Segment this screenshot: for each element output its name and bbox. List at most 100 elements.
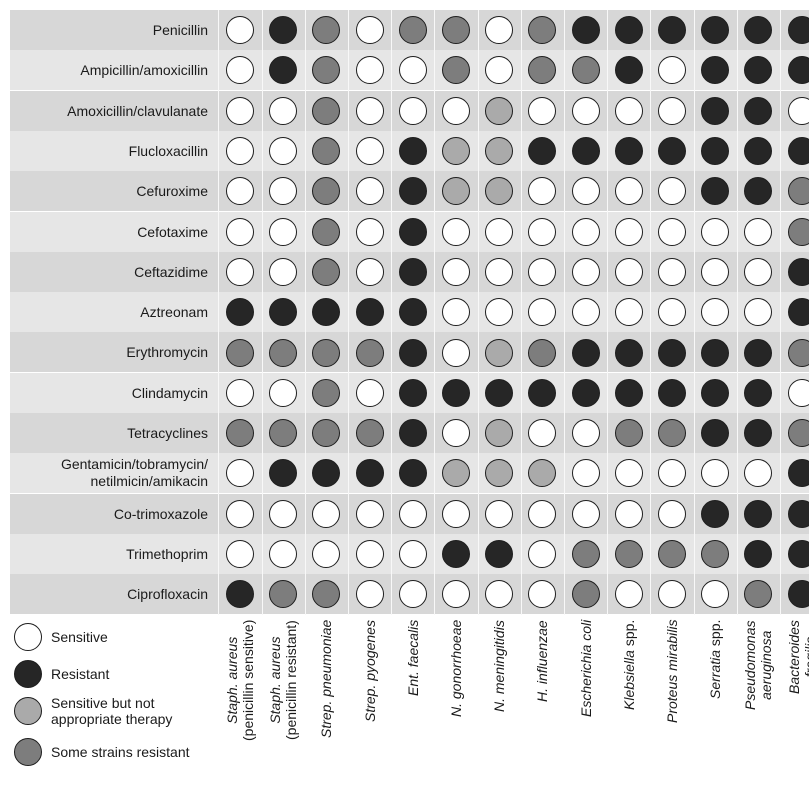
column-label-line: aeruginosa <box>758 620 774 710</box>
sensitivity-cell <box>658 56 686 85</box>
sensitivity-cell <box>744 298 773 327</box>
sensitivity-cell <box>312 217 341 246</box>
sensitivity-cell <box>485 298 514 327</box>
column-label-suffix: spp. <box>620 619 637 651</box>
row-label: Tetracyclines <box>127 425 208 441</box>
sensitivity-cell <box>442 217 470 246</box>
column-label: Staph. aureus (penicillin sensitive) <box>224 620 256 741</box>
sensitivity-cell <box>528 96 557 125</box>
sensitivity-cell <box>744 499 773 528</box>
column-separator <box>391 10 392 615</box>
row-label-line: Gentamicin/tobramycin/ <box>60 456 208 473</box>
column-label-text: Staph. aureus <box>224 636 240 724</box>
column-separator <box>607 10 608 615</box>
sensitivity-cell <box>226 580 254 609</box>
sensitivity-cell <box>398 56 427 85</box>
column-label-line: Pseudomonas <box>742 620 758 710</box>
sensitivity-cell <box>355 56 384 85</box>
sensitivity-cell <box>787 338 809 367</box>
sensitivity-cell <box>528 459 557 488</box>
sensitivity-cell <box>528 16 557 45</box>
sensitivity-cell <box>744 459 773 488</box>
sensitivity-cell <box>485 177 514 206</box>
sensitivity-cell <box>398 137 427 166</box>
sensitivity-cell <box>355 16 384 45</box>
row-label: Amoxicillin/clavulanate <box>67 102 208 119</box>
sensitivity-cell <box>485 56 514 85</box>
sensitivity-cell <box>355 459 384 488</box>
sensitivity-cell <box>658 499 686 528</box>
row-label: Gentamicin/tobramycin/netilmicin/amikaci… <box>10 453 208 493</box>
sensitivity-cell <box>485 16 514 45</box>
sensitivity-cell <box>442 177 470 206</box>
sensitivity-cell <box>485 257 514 286</box>
sensitivity-cell <box>269 419 298 448</box>
column-separator <box>434 10 435 615</box>
sensitivity-cell <box>571 499 600 528</box>
sensitivity-cell <box>398 338 427 367</box>
sensitivity-cell <box>442 96 470 125</box>
sensitivity-cell <box>744 177 773 206</box>
column-separator <box>478 10 479 615</box>
sensitivity-cell <box>398 96 427 125</box>
sensitivity-cell <box>398 419 427 448</box>
sensitivity-cell <box>269 540 298 569</box>
sensitivity-cell <box>744 217 773 246</box>
sensitivity-cell <box>701 96 730 125</box>
sensitivity-cell <box>355 217 384 246</box>
sensitivity-cell <box>312 540 341 569</box>
sensitivity-cell <box>226 257 254 286</box>
sensitivity-cell <box>701 217 730 246</box>
sensitivity-cell <box>442 137 470 166</box>
sensitivity-cell <box>658 298 686 327</box>
sensitivity-cell <box>226 137 254 166</box>
sensitivity-cell <box>571 338 600 367</box>
sensitivity-cell <box>528 298 557 327</box>
sensitivity-cell <box>442 540 470 569</box>
column-label-text: Ent. faecalis <box>404 619 421 696</box>
sensitivity-cell <box>658 177 686 206</box>
column-separator <box>694 10 695 615</box>
sensitivity-cell <box>614 338 643 367</box>
sensitivity-cell <box>614 217 643 246</box>
sensitivity-cell <box>528 580 557 609</box>
column-label-line: N. gonorrhoeae <box>448 620 464 717</box>
sensitivity-cell <box>355 96 384 125</box>
sensitivity-cell <box>571 137 600 166</box>
column-label-text: (penicillin sensitive) <box>240 619 256 741</box>
sensitivity-cell <box>787 257 809 286</box>
sensitivity-cell <box>614 580 643 609</box>
legend-label: Resistant <box>51 666 110 682</box>
sensitivity-cell <box>226 499 254 528</box>
row-label: Co-trimoxazole <box>113 505 208 522</box>
sensitivity-cell <box>787 540 809 569</box>
sensitivity-cell <box>442 338 470 367</box>
sensitivity-cell <box>701 378 730 407</box>
row-label: Ceftazidime <box>134 263 208 280</box>
row-label: Cefotaxime <box>137 223 208 240</box>
column-separator <box>650 10 651 615</box>
sensitivity-cell <box>528 499 557 528</box>
row-label: Flucloxacillin <box>128 142 208 159</box>
sensitivity-cell <box>658 419 686 448</box>
sensitivity-cell <box>442 378 470 407</box>
sensitivity-cell <box>269 16 298 45</box>
column-label-line: H. influenzae <box>534 620 550 702</box>
sensitivity-cell <box>398 378 427 407</box>
row-label: Clindamycin <box>131 384 208 401</box>
sensitivity-cell <box>614 419 643 448</box>
sensitivity-cell <box>398 298 427 327</box>
sensitivity-cell <box>226 96 254 125</box>
sensitivity-cell <box>269 56 298 85</box>
sensitivity-cell <box>614 56 643 85</box>
sensitivity-cell <box>528 378 557 407</box>
sensitivity-cell <box>269 298 298 327</box>
sensitivity-cell <box>485 459 514 488</box>
sensitivity-cell <box>658 378 686 407</box>
sensitivity-cell <box>442 257 470 286</box>
sensitivity-cell <box>442 499 470 528</box>
column-label: Strep. pyogenes <box>362 620 378 722</box>
sensitivity-cell <box>571 16 600 45</box>
sensitivity-cell <box>269 257 298 286</box>
